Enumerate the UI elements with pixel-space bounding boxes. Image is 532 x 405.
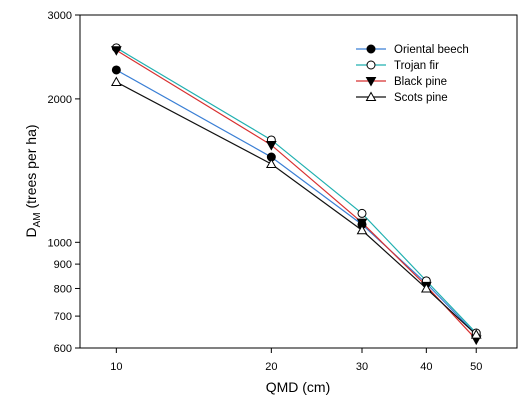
data-point bbox=[265, 141, 277, 151]
legend-label: Oriental beech bbox=[394, 44, 469, 56]
y-axis-label-main: D bbox=[23, 227, 39, 237]
x-tick-label: 30 bbox=[356, 361, 368, 373]
y-axis-label-rest: (trees per ha) bbox=[23, 124, 39, 212]
series-line bbox=[116, 69, 477, 336]
legend-label: Trojan fir bbox=[394, 60, 439, 72]
x-tick-label: 10 bbox=[110, 361, 122, 373]
data-point bbox=[265, 158, 277, 169]
tick-marks bbox=[75, 14, 477, 353]
data-point bbox=[356, 218, 368, 229]
legend-marker bbox=[366, 44, 376, 54]
y-tick-label: 700 bbox=[54, 311, 72, 323]
tick-labels: 600 700 800 900 1000 2000 3000 10 20 30 40 50 bbox=[48, 10, 483, 373]
data-point bbox=[420, 282, 432, 293]
plot-area bbox=[79, 14, 518, 349]
series-markers bbox=[110, 43, 482, 346]
x-tick-label: 40 bbox=[420, 361, 432, 373]
y-tick-label: 600 bbox=[54, 343, 72, 355]
legend-label: Black pine bbox=[394, 76, 447, 88]
legend-marker bbox=[365, 91, 377, 101]
y-axis-label-sub: AM bbox=[32, 212, 43, 227]
data-point bbox=[356, 224, 368, 235]
data-point bbox=[110, 76, 122, 87]
legend: Oriental beech Trojan fir Black pine Scots … bbox=[356, 44, 469, 104]
legend-marker bbox=[365, 77, 377, 87]
y-tick-label: 2000 bbox=[48, 94, 72, 106]
x-axis-label: QMD (cm) bbox=[266, 379, 331, 395]
y-axis-label: DAM (trees per ha) bbox=[23, 124, 43, 237]
y-tick-label: 900 bbox=[54, 259, 72, 271]
data-point bbox=[470, 329, 482, 339]
legend-marker bbox=[366, 60, 376, 70]
x-tick-label: 50 bbox=[470, 361, 482, 373]
y-tick-label: 3000 bbox=[48, 10, 72, 22]
data-point bbox=[110, 46, 122, 56]
series-line bbox=[116, 81, 477, 336]
data-point bbox=[111, 65, 121, 75]
y-tick-label: 1000 bbox=[48, 237, 72, 249]
y-tick-label: 800 bbox=[54, 283, 72, 295]
data-point bbox=[357, 208, 367, 218]
x-tick-label: 20 bbox=[265, 361, 277, 373]
legend-label: Scots pine bbox=[394, 92, 448, 104]
